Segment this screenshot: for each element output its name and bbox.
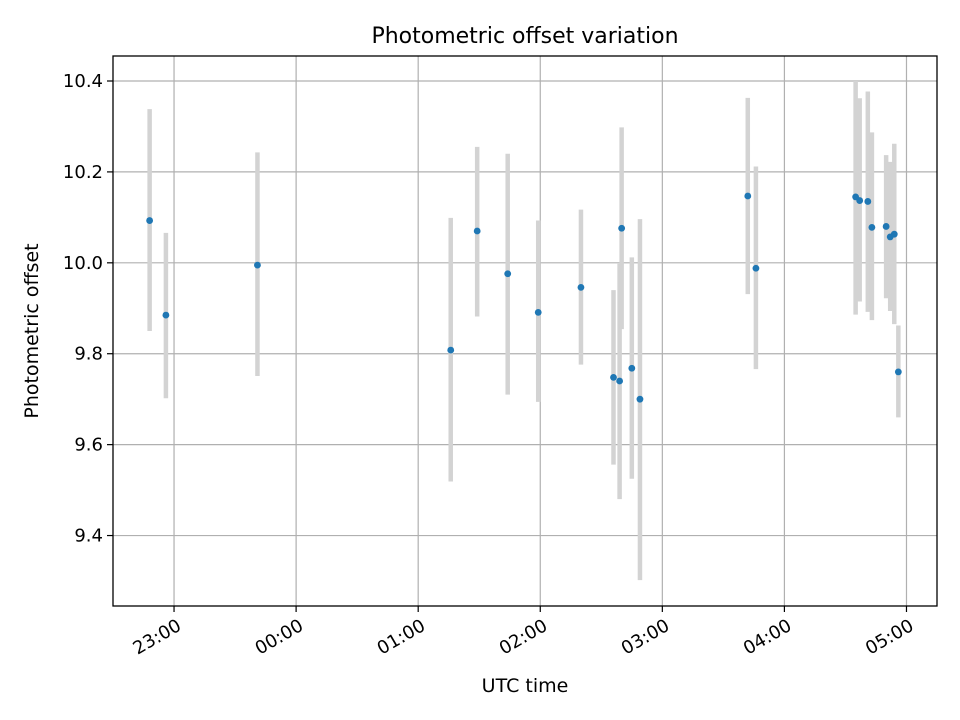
data-point [752, 264, 760, 272]
data-point [504, 270, 512, 278]
data-point [534, 308, 542, 316]
y-tick-label: 10.0 [63, 253, 103, 274]
data-point [447, 346, 455, 354]
y-tick-label: 10.2 [63, 162, 103, 183]
x-axis-label: UTC time [482, 675, 569, 697]
data-point [146, 217, 154, 224]
y-axis-ticks: 9.4 9.6 9.8 10.0 10.2 10.4 [63, 71, 113, 547]
data-point [864, 198, 872, 205]
data-point [610, 373, 617, 381]
data-point [473, 227, 481, 235]
plot-frame [112, 55, 938, 607]
y-tick-label: 9.4 [74, 526, 103, 547]
y-tick-label: 9.8 [74, 344, 103, 365]
y-tick-label: 9.6 [74, 435, 103, 456]
data-point [868, 223, 876, 231]
data-point [894, 368, 902, 376]
data-point [882, 223, 890, 230]
chart-title: Photometric offset variation [371, 24, 678, 49]
data-point [162, 311, 170, 319]
data-point [628, 364, 636, 372]
data-point [890, 230, 898, 238]
data-point [618, 224, 626, 232]
y-tick-label: 10.4 [63, 71, 103, 92]
data-point [577, 283, 585, 291]
grid [113, 56, 937, 606]
data-point [744, 192, 752, 200]
data-point [856, 197, 864, 204]
y-axis-label: Photometric offset [21, 243, 43, 418]
data-points [146, 192, 902, 403]
data-point [616, 377, 624, 385]
data-point [636, 395, 644, 403]
data-point [254, 261, 261, 269]
